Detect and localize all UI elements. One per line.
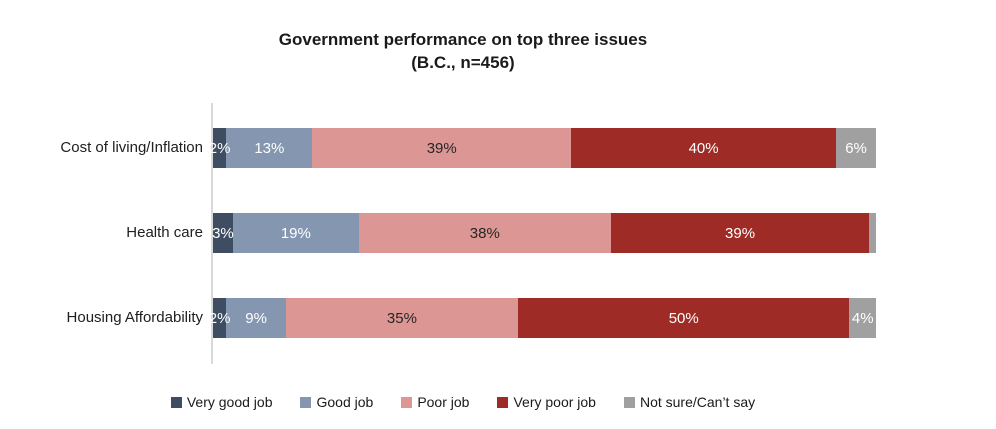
bar-segment: 35% [285, 298, 518, 338]
data-label: 38% [469, 224, 500, 242]
data-label: 9% [245, 309, 267, 327]
legend-label: Very good job [186, 394, 273, 410]
data-label: 6% [845, 139, 867, 157]
data-label: 19% [280, 224, 311, 242]
legend-swatch-icon [401, 396, 413, 408]
data-label: 4% [851, 309, 874, 327]
bar-segment: 40% [571, 128, 837, 168]
legend-label: Very poor job [513, 394, 596, 410]
data-label: 50% [668, 309, 699, 327]
legend-label: Not sure/Can’t say [639, 394, 756, 410]
bar-row: 2% 13% 39% 40% 6% [209, 128, 876, 168]
data-label: 39% [725, 224, 756, 242]
data-label: 40% [688, 139, 719, 157]
legend-item: Very poor job [497, 394, 596, 410]
legend-swatch-icon [497, 396, 509, 408]
bar-segment: 39% [312, 128, 571, 168]
legend-label: Poor job [417, 394, 470, 410]
bar-segment: 13% [226, 128, 313, 168]
bar-segment: 3% [212, 213, 234, 253]
legend-item: Not sure/Can’t say [623, 394, 756, 410]
legend-swatch-icon [623, 396, 635, 408]
data-label: 2% [208, 309, 231, 327]
legend-swatch-icon [300, 396, 312, 408]
bar-segment: 19% [232, 213, 359, 253]
bar-segment: 2% [209, 128, 230, 168]
chart-title-line2: (B.C., n=456) [411, 53, 515, 72]
data-label: 2% [208, 139, 231, 157]
bar-segment [869, 213, 876, 253]
bar-segment: 39% [610, 213, 870, 253]
legend-label: Good job [316, 394, 374, 410]
bar-row: 2% 9% 35% 50% 4% [209, 298, 876, 338]
chart-legend: Very good job Good job Poor job Very poor j… [0, 391, 926, 413]
legend-item: Poor job [401, 394, 469, 410]
category-label: Housing Affordability [66, 309, 203, 326]
legend-swatch-icon [170, 396, 182, 408]
chart-title: Government performance on top three issu… [113, 28, 813, 74]
y-axis-line [211, 103, 213, 364]
data-label: 3% [212, 224, 234, 242]
category-label: Health care [126, 224, 203, 241]
bar-segment: 6% [836, 128, 876, 168]
bar-segment: 4% [849, 298, 876, 338]
bar-segment: 50% [517, 298, 850, 338]
bar-segment: 38% [358, 213, 611, 253]
bar-row: 3% 19% 38% 39% [212, 213, 876, 253]
data-label: 35% [386, 309, 417, 327]
bar-segment: 9% [226, 298, 286, 338]
legend-item: Good job [300, 394, 373, 410]
chart-title-line1: Government performance on top three issu… [278, 30, 648, 49]
data-label: 13% [254, 139, 285, 157]
legend-item: Very good job [170, 394, 273, 410]
bar-segment: 2% [209, 298, 230, 338]
category-label: Cost of living/Inflation [60, 139, 203, 156]
data-label: 39% [426, 139, 457, 157]
